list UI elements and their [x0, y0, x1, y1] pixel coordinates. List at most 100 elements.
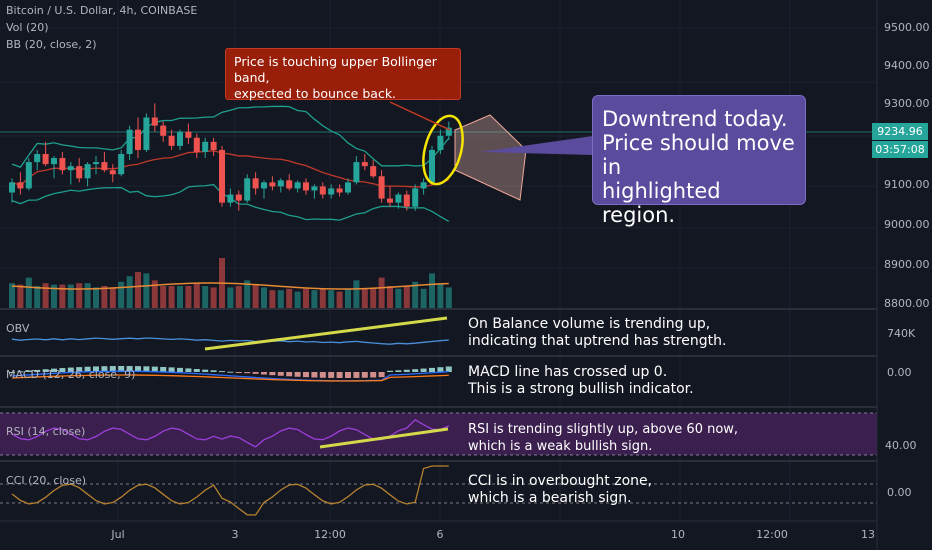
macd-label[interactable]: MACD (12, 26, close, 9)	[6, 368, 136, 381]
macd-histogram	[9, 366, 452, 378]
candle-body	[269, 182, 276, 187]
macd-histogram-bar	[177, 367, 183, 372]
macd-histogram-bar	[9, 372, 15, 373]
candle-body	[429, 149, 435, 183]
volume-bar	[67, 284, 74, 308]
volume-bar	[319, 288, 326, 308]
price-tick-label: 9100.00	[884, 178, 930, 191]
macd-histogram-bar	[336, 372, 343, 378]
cci-note[interactable]: CCI is in overbought zone, which is a be…	[468, 473, 653, 506]
volume-indicator-label[interactable]: Vol (20)	[6, 21, 49, 34]
candle-body	[42, 154, 49, 165]
bb-indicator-label[interactable]: BB (20, close, 2)	[6, 38, 97, 51]
macd-histogram-bar	[126, 366, 133, 372]
bb-upper-band	[11, 105, 450, 168]
macd-histogram-bar	[345, 372, 351, 378]
candle-body	[403, 194, 410, 207]
macd-histogram-bar	[93, 366, 99, 372]
cci-line	[11, 465, 449, 516]
rsi-band	[0, 413, 877, 455]
time-tick-label: 6	[437, 528, 444, 541]
candle-body	[193, 137, 200, 152]
volume-bar	[177, 286, 183, 308]
macd-histogram-bar	[261, 372, 267, 375]
candle-body	[143, 117, 150, 150]
candle-body	[311, 186, 318, 191]
candle-body	[177, 131, 183, 146]
bollinger-callout[interactable]: Price is touching upper Bollinger band, …	[225, 48, 461, 101]
candle-body	[328, 188, 335, 195]
candle-body	[378, 176, 385, 199]
price-tick-label: 8900.00	[884, 258, 930, 271]
macd-histogram-bar	[429, 367, 435, 372]
candle-body	[118, 154, 125, 175]
macd-histogram-bar	[403, 369, 410, 372]
macd-histogram-bar	[143, 366, 150, 372]
volume-bar	[126, 276, 133, 308]
volume-bar	[185, 286, 192, 308]
price-axis[interactable]: 9500.00 9400.00 9300.00 9100.00 9000.00 8900.…	[884, 21, 930, 310]
macd-histogram-bar	[420, 368, 427, 372]
candle-body	[336, 188, 343, 193]
candle-body	[210, 141, 217, 150]
volume-bar	[9, 283, 15, 308]
macd-histogram-bar	[67, 367, 74, 372]
macd-histogram-bar	[437, 367, 444, 372]
time-tick-label: 12:00	[314, 528, 346, 541]
macd-histogram-bar	[445, 366, 452, 372]
volume-bar	[84, 283, 91, 308]
volume-bar	[118, 281, 125, 308]
obv-line	[11, 337, 449, 345]
macd-histogram-bar	[151, 366, 158, 372]
macd-histogram-bar	[51, 368, 57, 372]
volume-bar	[252, 284, 259, 308]
volume-bar	[370, 287, 377, 308]
obv-label[interactable]: OBV	[6, 322, 30, 335]
macd-histogram-bar	[160, 366, 167, 372]
macd-histogram-bar	[42, 369, 49, 372]
volume-bar	[345, 288, 351, 308]
volume-bar	[311, 290, 318, 308]
time-axis[interactable]: Jul 3 12:00 6 10 12:00 13	[110, 528, 875, 541]
candle-body	[59, 158, 66, 171]
macd-histogram-bar	[277, 372, 284, 376]
highlighted-region[interactable]	[454, 114, 527, 201]
macd-histogram-bar	[118, 366, 125, 372]
volume-bar	[160, 286, 167, 308]
rsi-label[interactable]: RSI (14, close)	[6, 425, 86, 438]
price-tick-label: 9400.00	[884, 59, 930, 72]
volume-bar	[353, 280, 360, 308]
candle-body	[202, 141, 209, 152]
highlight-circle[interactable]	[417, 112, 470, 189]
time-tick-label: 13	[861, 528, 875, 541]
candle-body	[151, 117, 158, 126]
rsi-note[interactable]: RSI is trending slightly up, above 60 no…	[468, 422, 739, 454]
macd-histogram-bar	[269, 372, 276, 376]
macd-axis-value: 0.00	[887, 366, 912, 379]
candle-body	[395, 194, 402, 203]
volume-bar	[168, 286, 175, 308]
volume-bar	[51, 284, 57, 308]
candle-body	[93, 162, 99, 165]
cci-label[interactable]: CCI (20, close)	[6, 474, 87, 487]
obv-trendline[interactable]	[204, 316, 448, 351]
macd-histogram-bar	[202, 369, 209, 372]
volume-bar	[143, 273, 150, 308]
macd-histogram-bar	[227, 371, 234, 373]
candle-body	[370, 166, 377, 177]
macd-histogram-bar	[328, 372, 335, 378]
macd-note[interactable]: MACD line has crossed up 0. This is a st…	[468, 364, 694, 397]
downtrend-callout[interactable]: Downtrend today. Price should move in hi…	[592, 95, 806, 227]
candle-body	[76, 166, 83, 179]
candle-body	[9, 182, 15, 193]
volume-bar	[378, 277, 385, 308]
macd-histogram-bar	[76, 367, 83, 372]
candle-body	[84, 164, 91, 179]
candle-body	[412, 188, 419, 207]
volume-bar	[269, 290, 276, 308]
candle-body	[101, 162, 108, 171]
obv-note[interactable]: On Balance volume is trending up, indica…	[468, 316, 727, 349]
volume-bar	[445, 287, 452, 308]
rsi-trendline[interactable]	[319, 427, 449, 449]
